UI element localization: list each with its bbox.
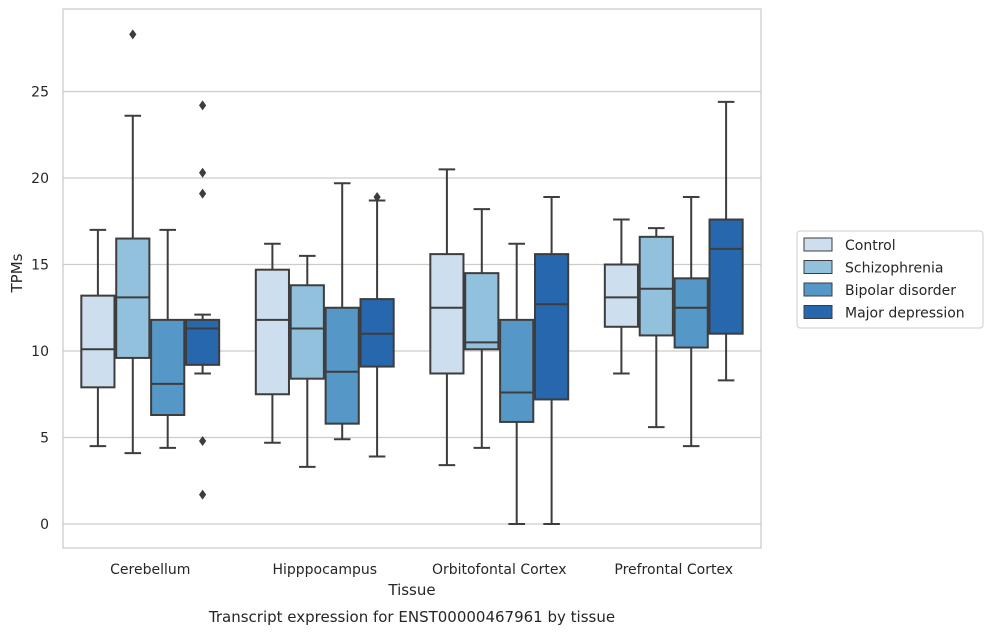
box-schizophrenia-orbitofontal-cortex bbox=[464, 208, 500, 449]
iqr-box bbox=[150, 318, 186, 417]
iqr-box bbox=[534, 253, 570, 401]
y-tick-label: 15 bbox=[31, 258, 49, 274]
outlier-marker bbox=[199, 167, 207, 178]
iqr-box bbox=[708, 218, 744, 335]
box-major-depression-cerebellum bbox=[185, 100, 221, 500]
iqr-box bbox=[673, 277, 709, 349]
iqr-box bbox=[80, 294, 116, 389]
box-bipolar-disorder-orbitofontal-cortex bbox=[499, 242, 535, 525]
box-bipolar-disorder-cerebellum bbox=[150, 228, 186, 449]
legend-swatch-major-depression bbox=[803, 305, 833, 319]
iqr-box bbox=[254, 268, 290, 396]
plot-frame bbox=[62, 8, 762, 549]
chart-caption: Transcript expression for ENST0000046796… bbox=[208, 608, 615, 626]
box-schizophrenia-prefrontal-cortex bbox=[638, 227, 674, 429]
legend-frame bbox=[796, 230, 984, 329]
y-tick-label: 0 bbox=[40, 517, 49, 533]
legend-swatch-bipolar-disorder bbox=[803, 282, 833, 297]
box-bipolar-disorder-prefrontal-cortex bbox=[673, 196, 709, 448]
iqr-box bbox=[185, 318, 221, 366]
x-axis-label: Tissue bbox=[387, 581, 435, 599]
x-tick-label: Orbitofontal Cortex bbox=[432, 562, 567, 578]
y-tick-label: 10 bbox=[31, 344, 49, 360]
x-tick-label: Cerebellum bbox=[110, 562, 190, 578]
outlier-marker bbox=[129, 29, 137, 40]
outlier-marker bbox=[199, 100, 207, 111]
legend-swatch-schizophrenia bbox=[803, 260, 833, 274]
iqr-box bbox=[638, 235, 674, 337]
box-control-cerebellum bbox=[80, 228, 116, 448]
box-schizophrenia-hipppocampus bbox=[289, 254, 325, 468]
x-tick-label: Prefrontal Cortex bbox=[614, 562, 733, 578]
box-major-depression-orbitofontal-cortex bbox=[534, 196, 570, 525]
iqr-box bbox=[324, 306, 360, 425]
legend: Control Schizophrenia Bipolar disorder Majo… bbox=[796, 230, 984, 329]
outlier-marker bbox=[199, 489, 207, 500]
y-tick-labels: 0 5 10 15 20 25 bbox=[31, 85, 49, 534]
iqr-box bbox=[289, 284, 325, 380]
outlier-marker bbox=[373, 192, 381, 203]
box-schizophrenia-cerebellum bbox=[115, 29, 151, 455]
iqr-box bbox=[464, 272, 500, 351]
outlier-marker bbox=[199, 188, 207, 199]
iqr-box bbox=[603, 263, 639, 328]
x-tick-labels: Cerebellum Hipppocampus Orbitofontal Corte… bbox=[110, 562, 733, 578]
box-control-hipppocampus bbox=[254, 242, 290, 444]
box-control-prefrontal-cortex bbox=[603, 218, 639, 375]
outlier-marker bbox=[199, 435, 207, 446]
legend-label: Bipolar disorder bbox=[845, 283, 956, 299]
legend-swatch-control bbox=[803, 237, 833, 252]
iqr-box bbox=[429, 253, 465, 375]
y-tick-label: 25 bbox=[31, 85, 49, 101]
y-tick-label: 5 bbox=[40, 431, 49, 447]
iqr-box bbox=[499, 318, 535, 423]
box-groups bbox=[80, 29, 744, 525]
legend-label: Major depression bbox=[845, 306, 965, 322]
x-tick-label: Hipppocampus bbox=[272, 562, 377, 578]
legend-label: Schizophrenia bbox=[845, 261, 943, 277]
box-major-depression-prefrontal-cortex bbox=[708, 100, 744, 382]
box-major-depression-hipppocampus bbox=[359, 192, 395, 458]
legend-label: Control bbox=[845, 238, 896, 254]
y-tick-label: 20 bbox=[31, 171, 49, 187]
box-bipolar-disorder-hipppocampus bbox=[324, 182, 360, 441]
box-control-orbitofontal-cortex bbox=[429, 168, 465, 467]
y-axis-label: TPMs bbox=[8, 253, 26, 293]
